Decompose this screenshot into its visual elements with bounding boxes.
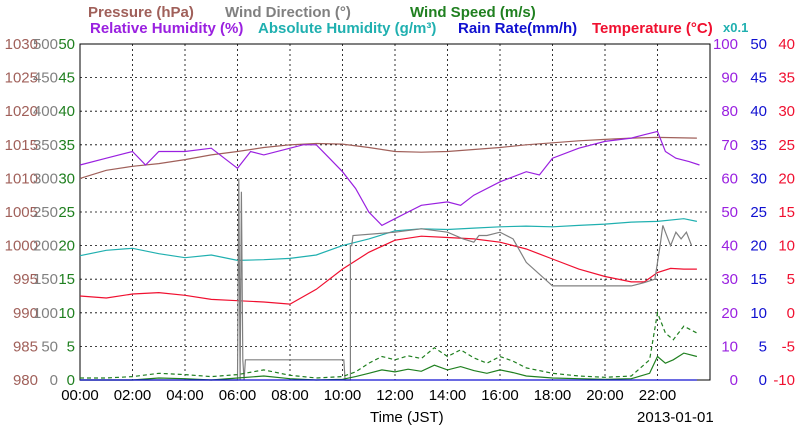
y-tick-label-rain-rate: 30 xyxy=(750,170,767,187)
y-tick-label-temperature: 5 xyxy=(787,271,795,288)
y-tick-label-wind-speed: 45 xyxy=(58,70,75,87)
y-tick-label-rain-rate: 5 xyxy=(759,338,767,355)
y-tick-label-temperature: 0 xyxy=(787,305,795,322)
x-tick-label: 04:00 xyxy=(166,387,204,404)
legend-item: Rain Rate(mm/h) xyxy=(458,20,578,37)
y-tick-label-rain-rate: 40 xyxy=(750,103,767,120)
y-tick-label-wind-speed: 40 xyxy=(58,103,75,120)
x-tick-label: 20:00 xyxy=(586,387,624,404)
y-tick-label-pressure: 980 xyxy=(13,372,38,389)
y-tick-label-relative-humidity: 40 xyxy=(721,238,738,255)
y-tick-label-pressure: 995 xyxy=(13,271,38,288)
legend-item: Relative Humidity (%) xyxy=(90,20,244,37)
y-tick-label-rain-rate: 10 xyxy=(750,305,767,322)
legend-item: Absolute Humidity (g/m³) xyxy=(258,20,437,37)
y-tick-label-temperature: -5 xyxy=(782,338,795,355)
series-line-pressure-hpa xyxy=(79,136,697,179)
y-tick-label-wind-speed: 15 xyxy=(58,271,75,288)
y-tick-label-temperature: 10 xyxy=(778,238,795,255)
y-tick-label-pressure: 990 xyxy=(13,305,38,322)
y-tick-label-wind-speed: 50 xyxy=(58,36,75,53)
y-tick-label-temperature: 40 xyxy=(778,36,795,53)
y-tick-label-pressure: 1000 xyxy=(5,238,38,255)
y-tick-label-relative-humidity: 0 xyxy=(730,372,738,389)
y-tick-label-temperature: 30 xyxy=(778,103,795,120)
y-tick-label-wind-direction: 50 xyxy=(41,338,58,355)
series-line-wind-speed-m-s xyxy=(80,352,698,381)
x-tick-label: 18:00 xyxy=(534,387,572,404)
series-line-wind-speed-m-s-max xyxy=(80,310,698,379)
y-tick-label-temperature: 35 xyxy=(778,70,795,87)
y-tick-label-relative-humidity: 90 xyxy=(721,70,738,87)
y-tick-label-wind-direction: 100 xyxy=(33,305,58,322)
y-tick-label-pressure: 1005 xyxy=(5,204,38,221)
y-tick-label-temperature: 25 xyxy=(778,137,795,154)
y-tick-label-relative-humidity: 30 xyxy=(721,271,738,288)
y-tick-label-wind-speed: 35 xyxy=(58,137,75,154)
y-tick-label-rain-rate: 20 xyxy=(750,238,767,255)
x-tick-label: 14:00 xyxy=(429,387,467,404)
x-tick-label: 06:00 xyxy=(219,387,257,404)
y-tick-label-rain-rate: 25 xyxy=(750,204,767,221)
y-tick-label-pressure: 1030 xyxy=(5,36,38,53)
legend-item: Wind Speed (m/s) xyxy=(410,4,536,21)
y-tick-label-wind-speed: 5 xyxy=(67,338,75,355)
y-tick-label-rain-rate: 15 xyxy=(750,271,767,288)
x-tick-label: 08:00 xyxy=(271,387,309,404)
y-tick-label-temperature: 20 xyxy=(778,170,795,187)
y-tick-label-relative-humidity: 50 xyxy=(721,204,738,221)
x-tick-label: 12:00 xyxy=(376,387,414,404)
y-tick-label-wind-direction: 250 xyxy=(33,204,58,221)
x-tick-label: 10:00 xyxy=(324,387,362,404)
y-tick-label-rain-rate: 35 xyxy=(750,137,767,154)
y-tick-label-pressure: 985 xyxy=(13,338,38,355)
y-tick-label-wind-direction: 300 xyxy=(33,170,58,187)
legend-item: Temperature (°C) xyxy=(592,20,713,37)
y-tick-label-relative-humidity: 80 xyxy=(721,103,738,120)
y-tick-label-pressure: 1020 xyxy=(5,103,38,120)
y-tick-label-wind-direction: 450 xyxy=(33,70,58,87)
series-line-temperature-c xyxy=(79,235,697,305)
y-tick-label-wind-direction: 350 xyxy=(33,137,58,154)
y-tick-label-wind-direction: 150 xyxy=(33,271,58,288)
y-tick-label-temperature: 15 xyxy=(778,204,795,221)
x-tick-label: 02:00 xyxy=(114,387,152,404)
y-tick-label-wind-direction: 500 xyxy=(33,36,58,53)
x-axis-label: Time (JST) xyxy=(370,409,444,426)
y-tick-label-pressure: 1015 xyxy=(5,137,38,154)
series-line-wind-direction xyxy=(80,178,693,381)
date-label: 2013-01-01 xyxy=(637,409,714,426)
series-line-relative-humidity xyxy=(79,130,700,227)
legend-item: Wind Direction (°) xyxy=(225,4,351,21)
y-tick-label-temperature: -10 xyxy=(773,372,795,389)
x-tick-label: 16:00 xyxy=(481,387,519,404)
y-tick-label-pressure: 1010 xyxy=(5,170,38,187)
legend-item: Pressure (hPa) xyxy=(88,4,194,21)
y-tick-label-relative-humidity: 10 xyxy=(721,338,738,355)
y-tick-label-wind-speed: 30 xyxy=(58,170,75,187)
y-tick-label-wind-speed: 10 xyxy=(58,305,75,322)
y-tick-label-pressure: 1025 xyxy=(5,70,38,87)
x-tick-label: 22:00 xyxy=(639,387,677,404)
y-tick-label-wind-speed: 20 xyxy=(58,238,75,255)
y-tick-label-wind-direction: 0 xyxy=(50,372,58,389)
series-line-absolute-humidity-g-m-x0-1 xyxy=(79,218,698,262)
y-tick-label-rain-rate: 50 xyxy=(750,36,767,53)
y-tick-label-relative-humidity: 60 xyxy=(721,170,738,187)
y-tick-label-wind-speed: 0 xyxy=(67,372,75,389)
y-tick-label-relative-humidity: 70 xyxy=(721,137,738,154)
y-tick-label-relative-humidity: 20 xyxy=(721,305,738,322)
y-tick-label-rain-rate: 45 xyxy=(750,70,767,87)
legend-item: x0.1 xyxy=(723,20,749,35)
y-tick-label-wind-direction: 200 xyxy=(33,238,58,255)
y-tick-label-wind-speed: 25 xyxy=(58,204,75,221)
y-tick-label-relative-humidity: 100 xyxy=(713,36,738,53)
x-tick-label: 00:00 xyxy=(61,387,99,404)
y-tick-label-rain-rate: 0 xyxy=(759,372,767,389)
y-tick-label-wind-direction: 400 xyxy=(33,103,58,120)
